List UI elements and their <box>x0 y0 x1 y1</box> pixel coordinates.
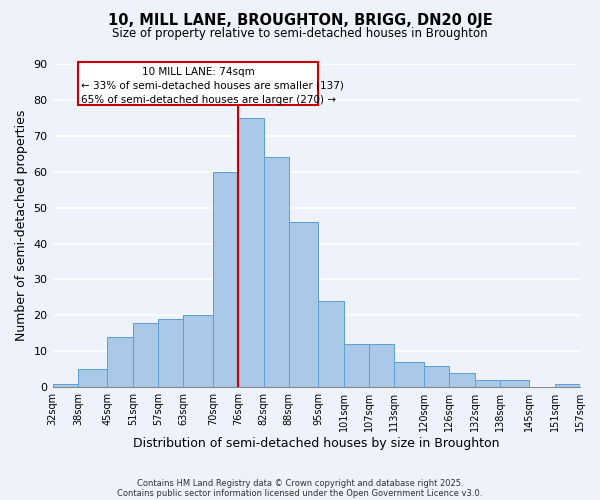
Bar <box>213 172 238 387</box>
Text: 10 MILL LANE: 74sqm: 10 MILL LANE: 74sqm <box>142 66 254 76</box>
Text: Contains HM Land Registry data © Crown copyright and database right 2025.: Contains HM Land Registry data © Crown c… <box>137 478 463 488</box>
X-axis label: Distribution of semi-detached houses by size in Broughton: Distribution of semi-detached houses by … <box>133 437 500 450</box>
Bar <box>133 322 158 387</box>
Bar <box>158 319 184 387</box>
Bar <box>78 370 107 387</box>
Bar <box>344 344 369 387</box>
Bar <box>554 384 580 387</box>
Bar <box>107 337 133 387</box>
FancyBboxPatch shape <box>78 62 319 106</box>
Bar <box>369 344 394 387</box>
Text: 10, MILL LANE, BROUGHTON, BRIGG, DN20 0JE: 10, MILL LANE, BROUGHTON, BRIGG, DN20 0J… <box>107 12 493 28</box>
Text: Contains public sector information licensed under the Open Government Licence v3: Contains public sector information licen… <box>118 488 482 498</box>
Text: ← 33% of semi-detached houses are smaller (137): ← 33% of semi-detached houses are smalle… <box>81 81 344 91</box>
Text: Size of property relative to semi-detached houses in Broughton: Size of property relative to semi-detach… <box>112 28 488 40</box>
Bar <box>394 362 424 387</box>
Bar <box>184 316 213 387</box>
Bar <box>263 158 289 387</box>
Bar <box>289 222 319 387</box>
Bar <box>475 380 500 387</box>
Bar <box>500 380 529 387</box>
Y-axis label: Number of semi-detached properties: Number of semi-detached properties <box>15 110 28 342</box>
Bar <box>449 373 475 387</box>
Bar <box>53 384 78 387</box>
Bar <box>319 301 344 387</box>
Text: 65% of semi-detached houses are larger (270) →: 65% of semi-detached houses are larger (… <box>81 95 336 105</box>
Bar <box>424 366 449 387</box>
Bar <box>238 118 263 387</box>
